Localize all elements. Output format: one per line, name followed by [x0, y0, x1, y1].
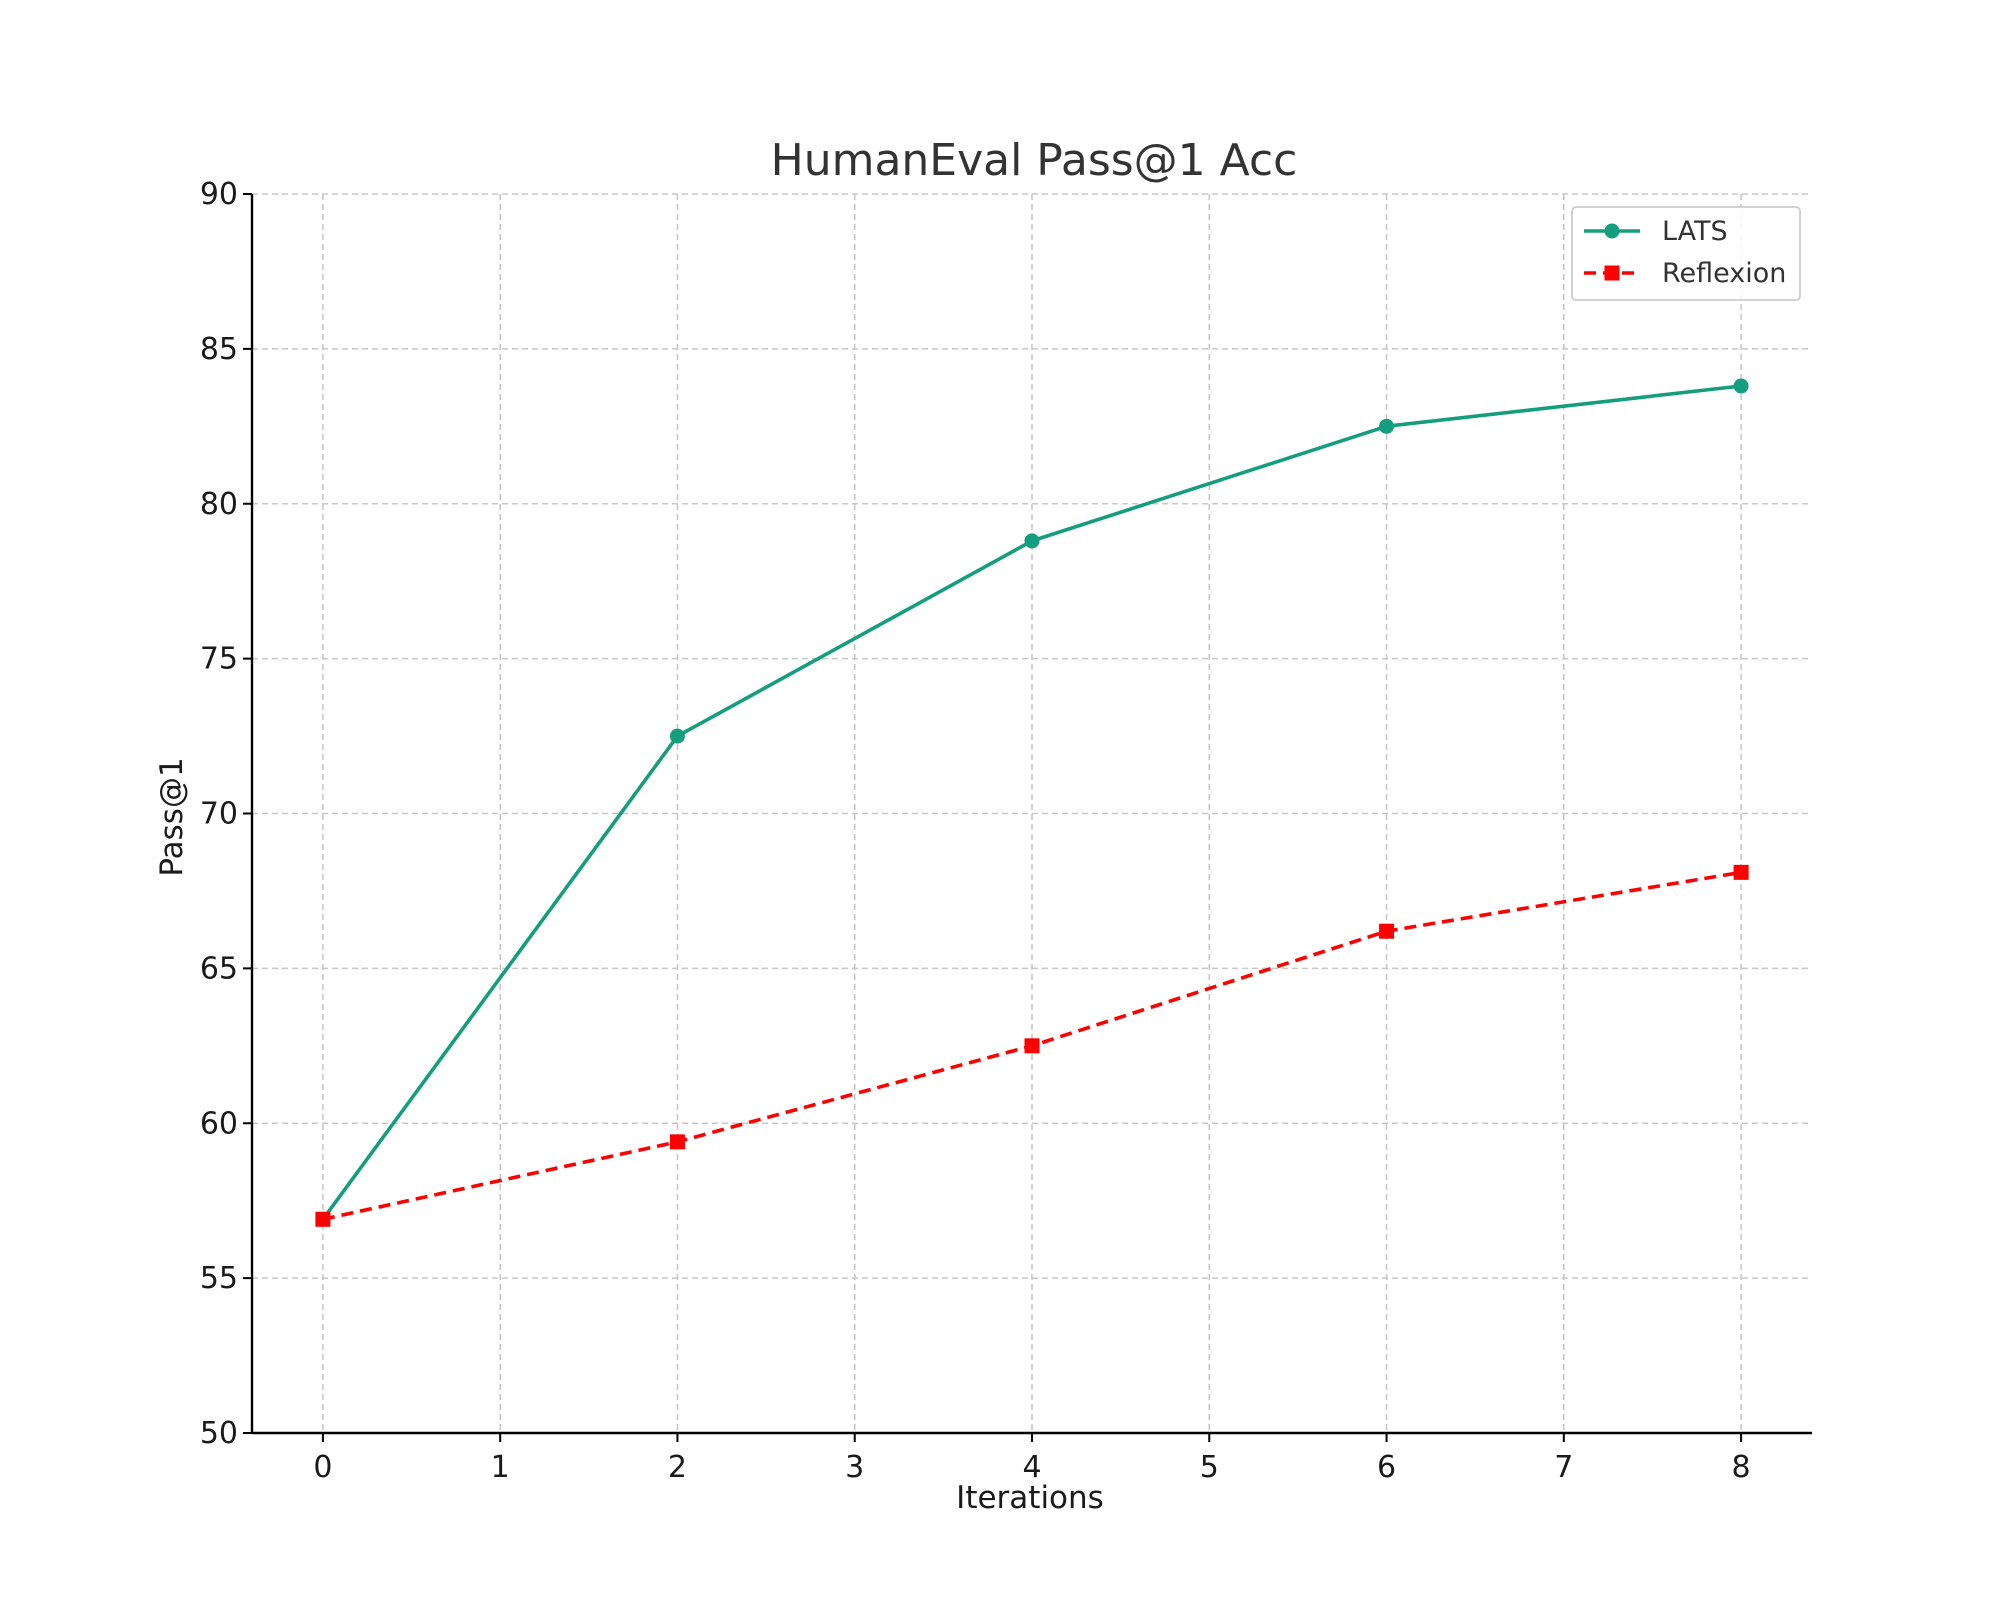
x-tick-label: 7 — [1554, 1450, 1573, 1485]
x-tick-label: 5 — [1200, 1450, 1219, 1485]
x-axis-label: Iterations — [956, 1480, 1104, 1516]
y-tick-label: 90 — [200, 177, 238, 212]
lats-point — [669, 728, 685, 744]
legend-item-reflexion: Reflexion — [1584, 258, 1786, 289]
x-tick-label: 6 — [1377, 1450, 1396, 1485]
x-tick-label: 1 — [491, 1450, 510, 1485]
legend-label: Reflexion — [1662, 258, 1786, 289]
y-tick-label: 50 — [200, 1416, 238, 1451]
x-tick-label: 3 — [845, 1450, 864, 1485]
legend-item-lats: LATS — [1584, 216, 1728, 247]
chart-title: HumanEval Pass@1 Acc — [771, 135, 1298, 186]
reflexion-point — [669, 1134, 685, 1150]
reflexion-point — [315, 1211, 331, 1227]
x-tick-label: 0 — [313, 1450, 332, 1485]
y-axis-label: Pass@1 — [154, 757, 190, 876]
lats-point — [1379, 418, 1395, 434]
y-tick-label: 80 — [200, 487, 238, 522]
lats-point — [1733, 378, 1749, 394]
legend-label: LATS — [1662, 216, 1728, 247]
ticks: 0 1 2 3 4 5 6 7 8 50 55 60 65 70 75 80 85 90 — [200, 177, 1751, 1485]
series-layer — [315, 378, 1749, 1227]
legend-swatch-marker — [1604, 223, 1620, 239]
grid — [252, 193, 1812, 1434]
reflexion-point — [1733, 864, 1749, 880]
y-tick-label: 55 — [200, 1261, 238, 1296]
x-tick-label: 2 — [668, 1450, 687, 1485]
y-tick-label: 65 — [200, 951, 238, 986]
x-tick-label: 4 — [1022, 1450, 1041, 1485]
reflexion-point — [1024, 1038, 1040, 1054]
y-tick-label: 85 — [200, 332, 238, 367]
y-tick-label: 75 — [200, 642, 238, 677]
lats-point — [1024, 533, 1040, 549]
reflexion-point — [1379, 923, 1395, 939]
x-tick-label: 8 — [1732, 1450, 1751, 1485]
legend-swatch-marker — [1604, 265, 1620, 281]
legend: LATS Reflexion — [1571, 206, 1801, 301]
y-tick-label: 60 — [200, 1106, 238, 1141]
y-tick-label: 70 — [200, 797, 238, 832]
